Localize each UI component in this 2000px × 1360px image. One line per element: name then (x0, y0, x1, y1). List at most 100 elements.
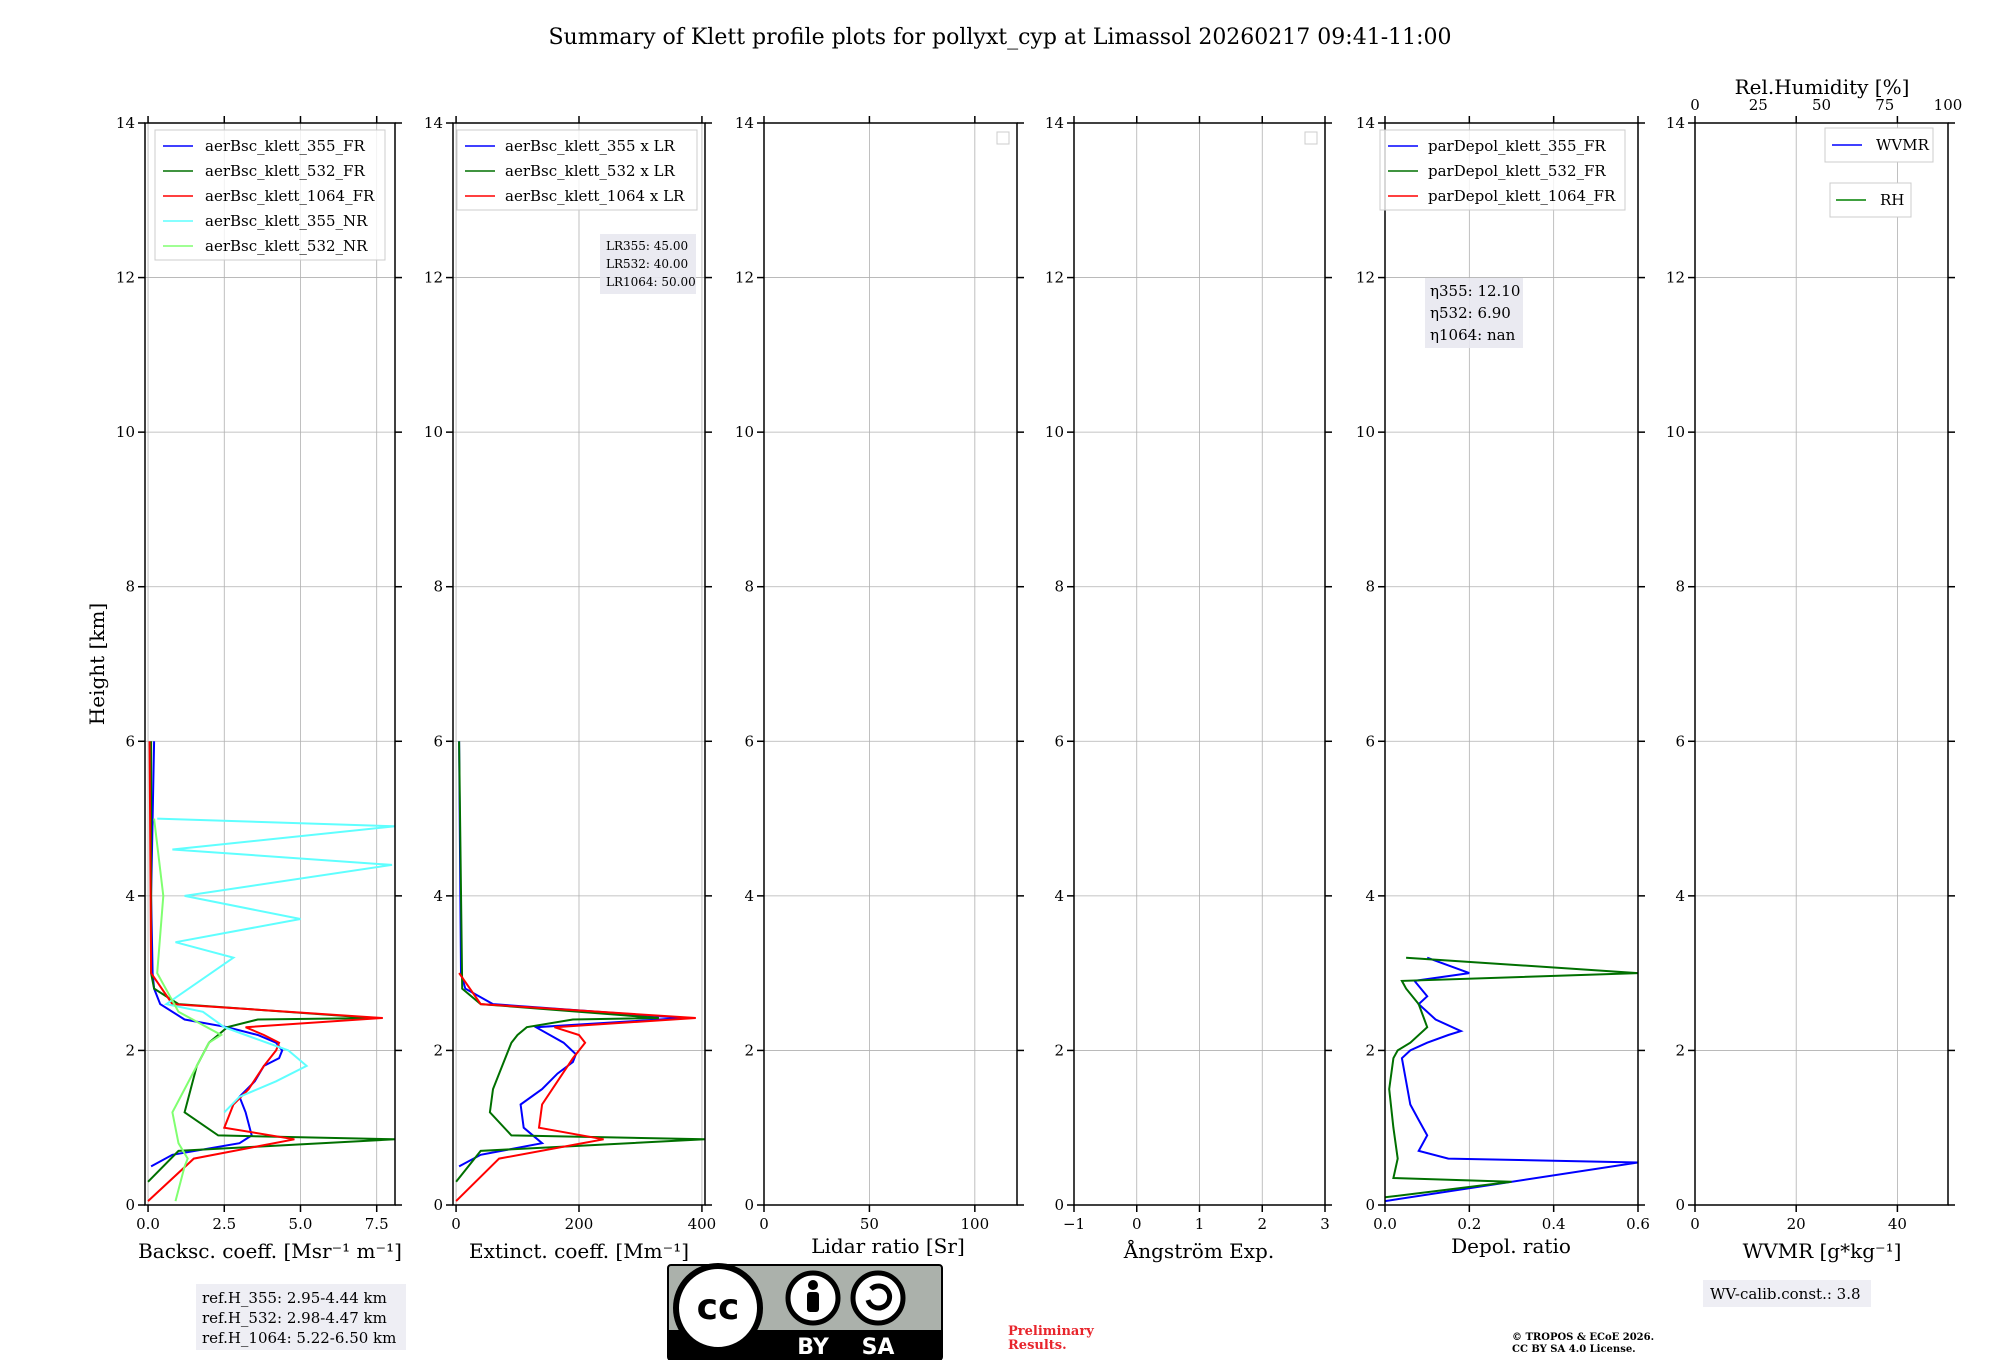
wv-ytick-label-14: 14 (1666, 114, 1685, 132)
cc-icon (673, 1263, 763, 1353)
dep-ytick-label-6: 6 (1365, 732, 1375, 750)
dep-ytick-label-8: 8 (1365, 578, 1375, 596)
depol-eta-355: η355: 12.10 (1430, 282, 1520, 300)
bsc-xtick-label-3: 7.5 (365, 1215, 389, 1233)
bsc-legend-label-1064: aerBsc_klett_1064_FR (205, 187, 375, 205)
bsc-series-aerBsc_klett_532_NR (153, 818, 224, 1202)
depol-eta-1064: η1064: nan (1430, 326, 1516, 344)
ang-ytick-label-0: 0 (1054, 1196, 1064, 1214)
ang-ytick-label-12: 12 (1045, 269, 1064, 287)
dep-axes-frame (1384, 122, 1639, 1206)
by-icon-head (808, 1280, 818, 1290)
dep-series-parDepol_klett_532_FR (1385, 956, 1638, 1199)
y-axis-label: Height [km] (85, 603, 109, 725)
lr-empty-legend-icon (996, 131, 1010, 145)
wv-top-label: Rel.Humidity [%] (1735, 75, 1910, 99)
bsc-x-label: Backsc. coeff. [Msr⁻¹ m⁻¹] (138, 1239, 402, 1263)
dep-legend: parDepol_klett_355_FR parDepol_klett_532… (1379, 129, 1626, 211)
bsc-ytick-label-0: 0 (125, 1196, 135, 1214)
ref-height-1064: ref.H_1064: 5.22-6.50 km (202, 1329, 396, 1347)
lr-ytick-label-8: 8 (744, 578, 754, 596)
wv-calib-box: WV-calib.const.: 3.8 (1703, 1280, 1871, 1307)
rh-top-tick-label-0: 0 (1690, 96, 1700, 114)
ext-ytick-label-6: 6 (433, 732, 443, 750)
lr-ytick-label-0: 0 (744, 1196, 754, 1214)
wv-ytick-label-6: 6 (1675, 732, 1685, 750)
ref-height-532: ref.H_532: 2.98-4.47 km (202, 1309, 387, 1327)
bsc-ytick-label-2: 2 (125, 1041, 135, 1059)
bsc-xtick-label-1: 2.5 (212, 1215, 236, 1233)
depol-calib-box: η355: 12.10 η532: 6.90 η1064: nan (1425, 278, 1523, 348)
lidar-ratio-532: LR532: 40.00 (606, 257, 688, 271)
lr-x-label: Lidar ratio [Sr] (811, 1234, 965, 1258)
by-icon-body (807, 1292, 819, 1312)
bsc-legend-label-355nr: aerBsc_klett_355_NR (205, 212, 368, 230)
wv-xtick-label-0: 0 (1690, 1215, 1700, 1233)
preliminary-line-1: Preliminary (1008, 1324, 1094, 1339)
bsc-xtick-label-2: 5.0 (289, 1215, 313, 1233)
ext-xtick-label-1: 200 (565, 1215, 594, 1233)
ext-x-label: Extinct. coeff. [Mm⁻¹] (469, 1239, 689, 1263)
bsc-xtick-label-0: 0.0 (136, 1215, 160, 1233)
wv-legend-label-rh: RH (1880, 191, 1904, 209)
bsc-legend-label-532nr: aerBsc_klett_532_NR (205, 237, 368, 255)
dep-ytick-label-10: 10 (1356, 423, 1375, 441)
lidar-ratio-box: LR355: 45.00 LR532: 40.00 LR1064: 50.00 (600, 234, 696, 294)
ang-empty-legend-icon (1304, 131, 1318, 145)
ext-ytick-label-8: 8 (433, 578, 443, 596)
dep-xtick-label-2: 0.4 (1542, 1215, 1566, 1233)
cc-sa-text: SA (862, 1335, 895, 1360)
lr-ytick-label-4: 4 (744, 887, 754, 905)
ang-ytick-label-8: 8 (1054, 578, 1064, 596)
preliminary-line-2: Results. (1008, 1338, 1067, 1353)
ref-height-box-bg (196, 1284, 406, 1350)
sa-icon (850, 1270, 906, 1326)
ang-x-label: Ångström Exp. (1123, 1238, 1274, 1263)
ref-height-355: ref.H_355: 2.95-4.44 km (202, 1289, 387, 1307)
wv-calib-text: WV-calib.const.: 3.8 (1710, 1285, 1861, 1303)
wv-xtick-label-2: 40 (1888, 1215, 1907, 1233)
wv-legend-label-wvmr: WVMR (1876, 136, 1930, 154)
ang-xtick-label-2: 1 (1195, 1215, 1205, 1233)
rh-top-tick-label-2: 50 (1812, 96, 1831, 114)
cc-license-badge: cc BY SA (667, 1263, 943, 1360)
bsc-ytick-label-4: 4 (125, 887, 135, 905)
bsc-axes-frame (144, 122, 396, 1206)
dep-xtick-label-3: 0.6 (1626, 1215, 1650, 1233)
copyright-line-1: © TROPOS & ECoE 2026. (1512, 1332, 1654, 1343)
depol-calib-box-bg (1425, 278, 1523, 348)
dep-legend-label-532: parDepol_klett_532_FR (1428, 162, 1606, 180)
wv-ytick-label-2: 2 (1675, 1041, 1685, 1059)
ext-series-aerBsc_klett_355 x LR (458, 741, 684, 1168)
bsc-ytick-label-12: 12 (116, 269, 135, 287)
bsc-legend: aerBsc_klett_355_FR aerBsc_klett_532_FR … (154, 129, 386, 261)
wv-legend: WVMR RH (1824, 127, 1934, 218)
dep-ytick-label-14: 14 (1356, 114, 1375, 132)
ang-ytick-label-14: 14 (1045, 114, 1064, 132)
bsc-ytick-label-14: 14 (116, 114, 135, 132)
bsc-legend-box (154, 129, 386, 261)
ang-xtick-label-1: 0 (1132, 1215, 1142, 1233)
dep-series-parDepol_klett_355_FR (1385, 956, 1638, 1203)
ang-ytick-label-10: 10 (1045, 423, 1064, 441)
dep-ytick-label-12: 12 (1356, 269, 1375, 287)
bsc-series-aerBsc_klett_355_NR (157, 817, 395, 1114)
bsc-series-aerBsc_klett_532_FR (147, 741, 395, 1183)
wv-ytick-label-12: 12 (1666, 269, 1685, 287)
dep-ytick-label-0: 0 (1365, 1196, 1375, 1214)
ext-ytick-label-0: 0 (433, 1196, 443, 1214)
cc-by-text: BY (797, 1335, 830, 1360)
lr-axes-frame (763, 122, 1018, 1206)
ext-series-aerBsc_klett_1064 x LR (455, 972, 696, 1202)
wv-axes-frame (1694, 122, 1949, 1206)
ang-xtick-label-4: 3 (1320, 1215, 1330, 1233)
ext-legend-label-355: aerBsc_klett_355 x LR (505, 137, 676, 155)
ang-xtick-label-0: −1 (1063, 1215, 1085, 1233)
figure-title: Summary of Klett profile plots for polly… (548, 25, 1451, 50)
dep-xtick-label-1: 0.2 (1457, 1215, 1481, 1233)
lr-xtick-label-0: 0 (759, 1215, 769, 1233)
copyright-line-2: CC BY SA 4.0 License. (1512, 1344, 1636, 1355)
dep-ytick-label-2: 2 (1365, 1041, 1375, 1059)
lidar-ratio-1064: LR1064: 50.00 (606, 275, 696, 289)
wv-ytick-label-8: 8 (1675, 578, 1685, 596)
